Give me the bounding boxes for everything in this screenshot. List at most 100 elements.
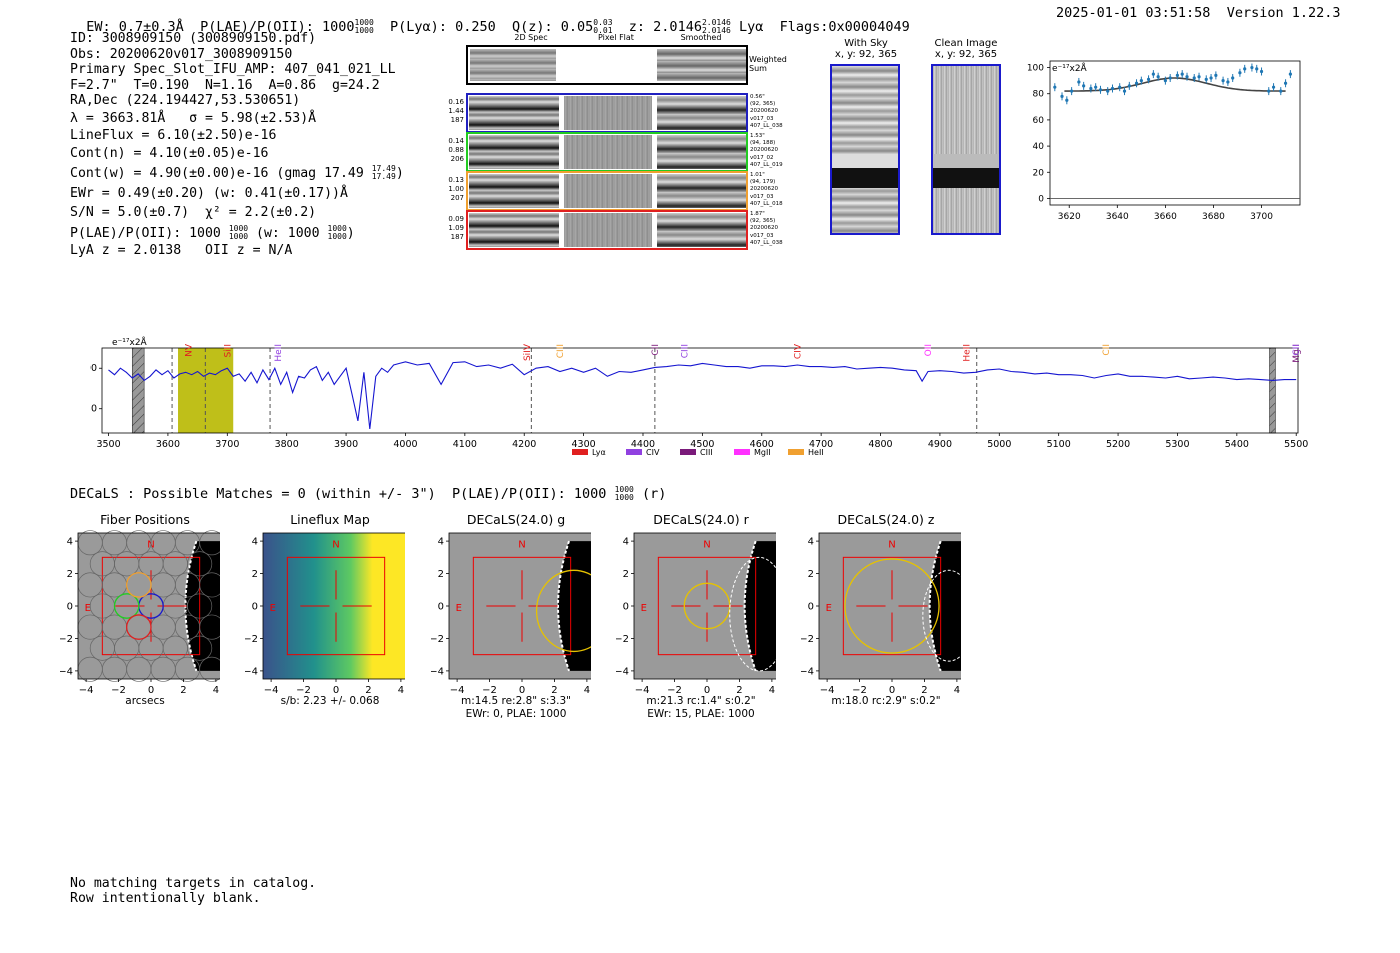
spectrum-xtick-label: 3500 bbox=[96, 439, 120, 450]
ytick-label: 0 bbox=[623, 602, 629, 613]
cutout-row-stats: 0.16 1.44 187 bbox=[448, 98, 464, 124]
lineflux-map-image bbox=[263, 533, 405, 679]
decals-panel-title: DECaLS(24.0) z bbox=[837, 512, 935, 527]
zoom-point bbox=[1127, 84, 1131, 88]
spectrum-xtick-label: 5100 bbox=[1047, 439, 1071, 450]
xtick-label: 4 bbox=[954, 685, 960, 696]
zoom-ytick-label: 40 bbox=[1033, 142, 1045, 152]
ytick-label: −2 bbox=[801, 634, 814, 645]
spectrum-line-label: HeII bbox=[274, 344, 284, 362]
ytick-label: 4 bbox=[67, 537, 73, 548]
info-primary: Primary Spec_Slot_IFU_AMP: 407_041_021_L… bbox=[70, 62, 396, 77]
weighted-sum-box bbox=[466, 45, 748, 85]
footer-line2: Row intentionally blank. bbox=[70, 891, 261, 906]
ytick-label: 2 bbox=[438, 569, 444, 580]
cutout-smoothed bbox=[657, 174, 746, 208]
zoom-point bbox=[1110, 86, 1115, 91]
zoom-point bbox=[1214, 73, 1218, 77]
decals-panel: N E −4 −4 −2 −2 0 0 2 2 4 4 bbox=[801, 532, 961, 696]
xtick-label: 0 bbox=[148, 685, 154, 696]
info-id: ID: 3008909150 (3008909150.pdf) bbox=[70, 31, 317, 46]
xtick-label: 2 bbox=[551, 685, 557, 696]
zoom-point bbox=[1146, 77, 1151, 81]
xtick-label: 0 bbox=[519, 685, 525, 696]
xtick-label: 0 bbox=[704, 685, 710, 696]
info-contn: Cont(n) = 4.10(±0.05)e-16 bbox=[70, 145, 269, 161]
highlighted-fiber bbox=[126, 614, 152, 640]
header-plae-frac: 1000 1000 bbox=[354, 18, 374, 35]
spectrum-xtick-label: 5200 bbox=[1106, 439, 1130, 450]
info-ewr: EWr = 0.49(±0.20) (w: 0.41(±0.17))Å bbox=[70, 185, 348, 201]
col-title-pixelflat: Pixel Flat bbox=[598, 33, 634, 42]
spectrum-line-label: CIII bbox=[556, 344, 566, 358]
zoom-point bbox=[1053, 85, 1057, 89]
fiber-circle bbox=[199, 614, 220, 640]
decals-panel-title: Fiber Positions bbox=[100, 512, 190, 527]
ytick-label: −2 bbox=[60, 634, 73, 645]
legend-swatch bbox=[734, 449, 750, 455]
header-bar: EW: 0.7±0.3Å P(LAE)/P(OII): 1000 1000 1000… bbox=[70, 3, 909, 36]
xtick-label: 4 bbox=[769, 685, 775, 696]
spectrum-frame bbox=[101, 347, 1299, 434]
zoom-point bbox=[1065, 98, 1069, 102]
xtick-label: 2 bbox=[365, 685, 371, 696]
zoom-point bbox=[1180, 72, 1184, 76]
zoom-ytick-label: 100 bbox=[1027, 64, 1044, 74]
ytick-label: −2 bbox=[245, 634, 258, 645]
zoom-point bbox=[1271, 85, 1276, 89]
zoom-unit-label: e⁻¹⁷x2Å bbox=[1052, 62, 1088, 74]
fiber-circle bbox=[199, 530, 220, 556]
info-contw: Cont(w) = 4.90(±0.00)e-16 (gmag 17.49 17… bbox=[70, 164, 404, 182]
zoom-point bbox=[1156, 75, 1160, 79]
legend-swatch bbox=[572, 449, 588, 455]
header-qz: Q(z): 0.05 bbox=[511, 19, 594, 35]
spectrum-xtick-label: 4700 bbox=[809, 439, 833, 450]
detection-info: ID: 3008909150 (3008909150.pdf) Obs: 202… bbox=[70, 31, 440, 259]
cutout-2dspec bbox=[469, 174, 559, 208]
zoom-point bbox=[1163, 79, 1167, 83]
aperture-box bbox=[286, 556, 386, 656]
header-timestamp: 2025-01-01 03:51:58 bbox=[1056, 5, 1211, 21]
spectrum-masked-region bbox=[1269, 347, 1276, 434]
cutout-pixelflat bbox=[564, 135, 652, 169]
ytick-label: −4 bbox=[60, 666, 73, 677]
zoom-ytick-label: 60 bbox=[1033, 116, 1045, 126]
decals-panel-caption: m:18.0 rc:2.9" s:0.2" bbox=[831, 695, 941, 707]
zoom-ytick-label: 20 bbox=[1033, 168, 1045, 178]
col-title-smoothed: Smoothed bbox=[680, 33, 722, 42]
neighbor-ellipse bbox=[922, 569, 961, 662]
cutout-row-meta: 0.56" (92, 365) 20200620 v017_03 407_LL_038 bbox=[750, 94, 783, 129]
xtick-label: −4 bbox=[450, 685, 465, 696]
with-sky-image bbox=[830, 64, 900, 235]
zoom-point bbox=[1288, 72, 1292, 76]
header-z: z: 2.0146 bbox=[628, 19, 702, 35]
clean-image-title: Clean Image x, y: 92, 365 bbox=[934, 38, 998, 60]
cutout-smoothed bbox=[657, 213, 746, 247]
spectrum-xtick-label: 4000 bbox=[393, 439, 417, 450]
decals-panel-caption: m:21.3 rc:1.4" s:0.2" EWr: 15, PLAE: 1000 bbox=[646, 695, 756, 720]
spectrum-line-label: SiII bbox=[223, 344, 233, 358]
east-label: E bbox=[85, 603, 91, 614]
cutout-2dspec bbox=[469, 96, 559, 130]
ytick-label: 2 bbox=[623, 569, 629, 580]
spectrum-line-label: CIV bbox=[793, 343, 803, 359]
ytick-label: 0 bbox=[808, 602, 814, 613]
zoom-point bbox=[1192, 76, 1196, 80]
legend-label: MgII bbox=[754, 448, 771, 457]
zoom-point bbox=[1238, 71, 1242, 75]
cutout-row-stats: 0.13 1.00 207 bbox=[448, 176, 464, 202]
xtick-label: 2 bbox=[921, 685, 927, 696]
aperture-circle bbox=[844, 558, 940, 654]
spectrum-masked-region bbox=[131, 347, 145, 434]
spectrum-ytick-label: 100 bbox=[90, 363, 97, 374]
spectrum-line-label: CIII bbox=[681, 344, 691, 358]
cutout-row-meta: 1.53" (94, 188) 20200620 v017_02 407_LL_019 bbox=[750, 133, 783, 168]
cutout-2dspec bbox=[469, 135, 559, 169]
bright-source-blob bbox=[185, 541, 220, 671]
info-radec: RA,Dec (224.194427,53.530651) bbox=[70, 93, 301, 108]
legend-swatch bbox=[626, 449, 642, 455]
zoom-point bbox=[1231, 76, 1235, 80]
zoom-point bbox=[1122, 89, 1127, 93]
zoom-xtick-label: 3700 bbox=[1250, 212, 1273, 222]
north-label: N bbox=[518, 540, 525, 551]
